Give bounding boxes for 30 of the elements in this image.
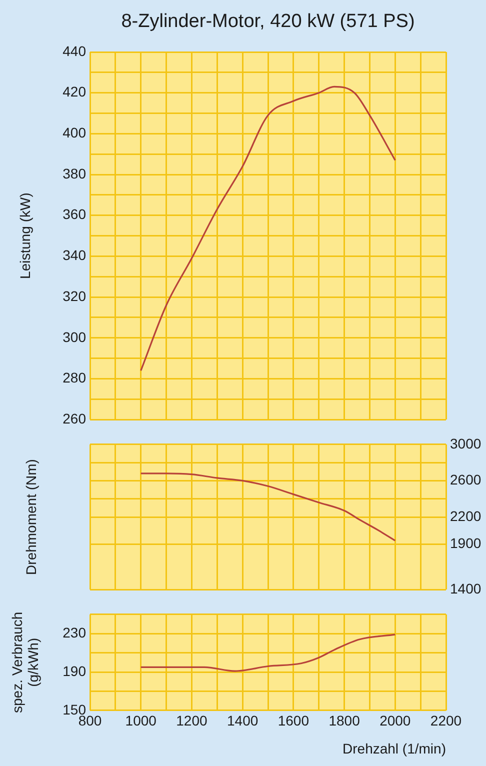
y-tick-label: 340 [62,247,86,264]
y2-tick-label: 2600 [450,472,482,488]
y-tick-label: 260 [62,410,86,426]
y-tick-label: 420 [62,84,86,100]
y-tick-label: 190 [62,662,86,679]
y2-tick-label: 1400 [450,580,482,596]
y-tick-label: 300 [62,328,86,345]
y-tick-label: 400 [62,124,86,141]
y-tick-label: 440 [62,42,86,59]
x-tick-label: 2200 [430,712,462,729]
y-axis-title: Leistung (kW) [16,192,33,279]
chart-title: 8-Zylinder-Motor, 420 kW (571 PS) [121,11,415,32]
y-tick-label: 230 [62,624,86,640]
x-tick-label: 1000 [125,712,157,729]
x-tick-label: 1200 [176,712,208,729]
y-axis-title: spez. Verbrauch (g/kWh) [8,612,41,713]
y-tick-label: 320 [62,288,86,304]
y-axis-title: Drehmoment (Nm) [22,459,39,575]
x-tick-label: 1600 [278,712,310,729]
y-tick-label: 380 [62,165,86,182]
x-axis-title: Drehzahl (1/min) [342,740,446,756]
y-tick-label: 360 [62,206,86,222]
y2-tick-label: 3000 [450,435,482,452]
x-tick-label: 2000 [380,712,411,729]
x-tick-label: 1800 [328,712,360,729]
y-tick-label: 280 [62,370,86,386]
y-tick-label: 150 [62,701,86,718]
y2-tick-label: 2200 [450,508,482,524]
y2-tick-label: 1900 [450,535,482,552]
x-tick-label: 1400 [226,712,258,729]
